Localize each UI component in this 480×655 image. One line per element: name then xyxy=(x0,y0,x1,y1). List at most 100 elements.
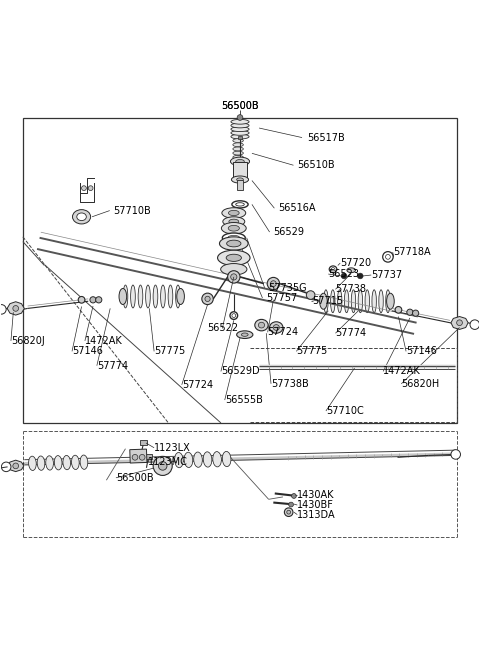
Circle shape xyxy=(358,273,363,279)
Ellipse shape xyxy=(386,293,394,309)
Circle shape xyxy=(236,242,241,246)
Text: 56522: 56522 xyxy=(207,324,238,333)
Ellipse shape xyxy=(194,452,202,467)
Ellipse shape xyxy=(232,201,248,208)
Ellipse shape xyxy=(231,123,249,128)
Ellipse shape xyxy=(37,456,45,470)
Bar xyxy=(145,455,152,459)
Text: 57738B: 57738B xyxy=(271,379,309,389)
Ellipse shape xyxy=(233,160,243,163)
Ellipse shape xyxy=(230,157,250,166)
Circle shape xyxy=(132,455,138,460)
Ellipse shape xyxy=(145,285,150,308)
Ellipse shape xyxy=(228,210,239,215)
Ellipse shape xyxy=(386,290,390,312)
Ellipse shape xyxy=(205,296,210,301)
Ellipse shape xyxy=(351,290,356,312)
Ellipse shape xyxy=(385,255,390,259)
Ellipse shape xyxy=(175,453,183,468)
Ellipse shape xyxy=(213,451,221,467)
Ellipse shape xyxy=(232,314,236,318)
Text: 56517B: 56517B xyxy=(307,132,345,143)
Ellipse shape xyxy=(123,285,128,308)
Text: 57146: 57146 xyxy=(406,346,437,356)
Ellipse shape xyxy=(177,288,184,305)
Text: 1472AK: 1472AK xyxy=(85,336,123,346)
Ellipse shape xyxy=(233,155,243,159)
Ellipse shape xyxy=(227,240,241,247)
Circle shape xyxy=(82,186,86,191)
Bar xyxy=(140,440,147,445)
Ellipse shape xyxy=(337,290,342,312)
Text: 56500B: 56500B xyxy=(221,101,259,111)
Text: 57710C: 57710C xyxy=(326,406,364,416)
Ellipse shape xyxy=(320,293,327,309)
Circle shape xyxy=(13,305,19,311)
Ellipse shape xyxy=(221,223,246,234)
Ellipse shape xyxy=(344,290,349,312)
Text: 56523: 56523 xyxy=(328,269,360,279)
Ellipse shape xyxy=(153,457,172,476)
Ellipse shape xyxy=(237,331,253,339)
Text: 57774: 57774 xyxy=(97,361,128,371)
Circle shape xyxy=(291,494,296,498)
Polygon shape xyxy=(451,316,468,329)
Text: 57757: 57757 xyxy=(266,293,298,303)
Circle shape xyxy=(237,115,243,121)
Text: 1123MC: 1123MC xyxy=(148,457,188,467)
Ellipse shape xyxy=(228,271,240,283)
Ellipse shape xyxy=(284,508,293,517)
Ellipse shape xyxy=(347,268,356,272)
Ellipse shape xyxy=(72,210,91,224)
Text: 57735G: 57735G xyxy=(269,284,307,293)
Circle shape xyxy=(88,186,93,191)
Text: 56820J: 56820J xyxy=(11,336,45,346)
Text: 57720: 57720 xyxy=(340,258,372,268)
Text: 56500B: 56500B xyxy=(221,101,259,111)
Ellipse shape xyxy=(223,217,245,227)
Ellipse shape xyxy=(158,462,167,470)
Circle shape xyxy=(451,450,460,459)
Ellipse shape xyxy=(324,290,328,312)
Bar xyxy=(238,136,242,138)
Ellipse shape xyxy=(407,309,413,315)
Text: 57738: 57738 xyxy=(336,284,366,294)
Ellipse shape xyxy=(271,281,276,286)
Ellipse shape xyxy=(78,297,85,303)
Ellipse shape xyxy=(231,130,249,136)
Bar xyxy=(130,449,147,463)
Bar xyxy=(233,162,247,179)
Text: 1430BF: 1430BF xyxy=(297,500,334,510)
Text: 56516A: 56516A xyxy=(278,203,316,213)
Ellipse shape xyxy=(29,456,36,470)
Ellipse shape xyxy=(233,151,243,155)
Ellipse shape xyxy=(329,266,337,272)
Text: 57737: 57737 xyxy=(371,270,402,280)
Ellipse shape xyxy=(230,312,238,320)
Circle shape xyxy=(456,320,462,326)
Text: 57710B: 57710B xyxy=(114,206,151,215)
Ellipse shape xyxy=(46,456,53,470)
Circle shape xyxy=(288,502,293,507)
Ellipse shape xyxy=(255,320,268,331)
Ellipse shape xyxy=(233,143,243,147)
Ellipse shape xyxy=(202,293,213,305)
Ellipse shape xyxy=(287,510,290,514)
Ellipse shape xyxy=(270,322,283,333)
Ellipse shape xyxy=(229,219,239,224)
Ellipse shape xyxy=(219,237,248,250)
Ellipse shape xyxy=(176,285,180,308)
Ellipse shape xyxy=(228,235,240,240)
Ellipse shape xyxy=(131,285,135,308)
Ellipse shape xyxy=(237,178,243,181)
Circle shape xyxy=(139,455,145,460)
Ellipse shape xyxy=(231,119,249,124)
Circle shape xyxy=(470,320,480,329)
Ellipse shape xyxy=(168,285,173,308)
Ellipse shape xyxy=(372,290,376,312)
Circle shape xyxy=(1,462,11,472)
Ellipse shape xyxy=(358,290,362,312)
Ellipse shape xyxy=(72,455,79,470)
Ellipse shape xyxy=(231,176,249,183)
Text: 1313DA: 1313DA xyxy=(297,510,336,519)
